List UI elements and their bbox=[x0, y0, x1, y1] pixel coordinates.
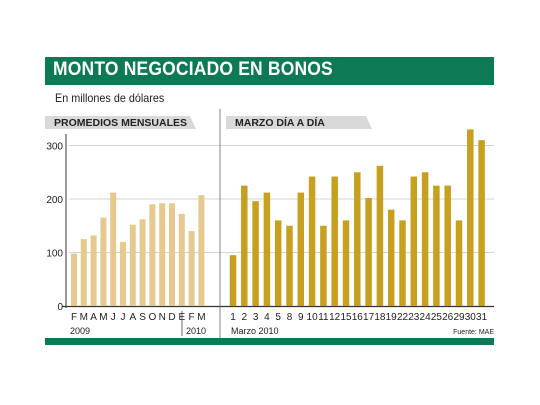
daily-x-axis-title: Marzo 2010 bbox=[231, 326, 279, 336]
monthly-x-label-12: F bbox=[189, 312, 195, 323]
daily-bar-15 bbox=[342, 220, 350, 306]
daily-x-label-2: 2 bbox=[242, 312, 248, 323]
daily-x-label-15: 15 bbox=[340, 312, 352, 323]
daily-bar-9 bbox=[297, 192, 305, 306]
daily-tab-label: MARZO DÍA A DÍA bbox=[235, 116, 325, 129]
daily-x-label-17: 17 bbox=[363, 312, 375, 323]
daily-x-label-16: 16 bbox=[352, 312, 364, 323]
daily-x-label-19: 19 bbox=[386, 312, 398, 323]
daily-x-label-4: 4 bbox=[264, 312, 270, 323]
monthly-x-label-4: J bbox=[111, 312, 116, 323]
monthly-bar-9 bbox=[159, 203, 166, 306]
daily-bars bbox=[229, 129, 485, 306]
year-label-2010: 2010 bbox=[186, 326, 206, 336]
daily-x-label-31: 31 bbox=[476, 312, 488, 323]
bottom-bar bbox=[45, 338, 494, 345]
daily-bar-23 bbox=[410, 176, 418, 306]
daily-bar-30 bbox=[467, 129, 474, 306]
daily-bar-1 bbox=[229, 255, 237, 306]
daily-bar-26 bbox=[444, 185, 451, 306]
daily-x-label-29: 29 bbox=[453, 312, 465, 323]
daily-bar-5 bbox=[274, 220, 282, 306]
y-tick-label-0: 0 bbox=[57, 302, 63, 313]
y-tick-label-100: 100 bbox=[46, 249, 63, 260]
daily-bar-24 bbox=[421, 172, 429, 306]
daily-bar-25 bbox=[433, 185, 440, 306]
daily-x-label-12: 12 bbox=[329, 312, 341, 323]
daily-x-label-26: 26 bbox=[442, 312, 454, 323]
daily-tab bbox=[226, 116, 372, 129]
monthly-x-label-0: F bbox=[71, 312, 77, 323]
monthly-x-label-10: D bbox=[168, 312, 175, 323]
monthly-x-label-11: E bbox=[178, 312, 185, 323]
daily-bar-19 bbox=[387, 209, 395, 306]
monthly-x-label-5: J bbox=[121, 312, 126, 323]
daily-x-label-5: 5 bbox=[275, 312, 281, 323]
monthly-bar-10 bbox=[169, 203, 175, 306]
daily-bar-12 bbox=[331, 176, 338, 306]
source-note: Fuente: MAE bbox=[453, 329, 494, 336]
daily-x-label-1: 1 bbox=[230, 312, 236, 323]
daily-x-label-23: 23 bbox=[408, 312, 420, 323]
monthly-tab bbox=[45, 116, 196, 129]
daily-x-label-8: 8 bbox=[287, 312, 293, 323]
daily-bar-17 bbox=[365, 197, 372, 306]
year-label-2009: 2009 bbox=[70, 326, 90, 336]
chart-title: MONTO NEGOCIADO EN BONOS bbox=[53, 59, 333, 80]
monthly-x-label-6: A bbox=[129, 312, 136, 323]
daily-x-label-10: 10 bbox=[307, 312, 319, 323]
monthly-x-label-13: M bbox=[197, 312, 205, 323]
daily-x-label-3: 3 bbox=[253, 312, 259, 323]
y-tick-label-300: 300 bbox=[46, 142, 63, 153]
daily-x-label-18: 18 bbox=[374, 312, 386, 323]
monthly-bar-12 bbox=[188, 231, 195, 306]
daily-bar-29 bbox=[455, 220, 463, 306]
monthly-x-label-2: A bbox=[90, 312, 97, 323]
daily-x-label-25: 25 bbox=[431, 312, 443, 323]
monthly-x-label-8: O bbox=[149, 312, 157, 323]
y-tick-label-200: 200 bbox=[46, 195, 63, 206]
monthly-bar-7 bbox=[139, 219, 146, 306]
daily-bar-10 bbox=[308, 176, 316, 306]
daily-x-label-9: 9 bbox=[298, 312, 304, 323]
monthly-bar-8 bbox=[149, 204, 156, 306]
daily-bar-31 bbox=[478, 140, 485, 306]
monthly-tab-label: PROMEDIOS MENSUALES bbox=[54, 117, 187, 129]
daily-bar-2 bbox=[241, 185, 248, 306]
monthly-x-label-1: M bbox=[80, 312, 88, 323]
monthly-x-label-9: N bbox=[159, 312, 166, 323]
daily-bar-18 bbox=[376, 165, 384, 306]
monthly-bar-5 bbox=[120, 241, 126, 306]
monthly-x-label-3: M bbox=[99, 312, 107, 323]
daily-x-label-24: 24 bbox=[420, 312, 432, 323]
daily-x-label-30: 30 bbox=[465, 312, 477, 323]
monthly-bars bbox=[71, 192, 205, 306]
monthly-x-label-7: S bbox=[139, 312, 146, 323]
monthly-bar-4 bbox=[110, 192, 117, 306]
daily-bar-3 bbox=[252, 201, 259, 306]
daily-bar-11 bbox=[320, 225, 327, 306]
daily-bar-4 bbox=[263, 192, 271, 306]
axes bbox=[62, 109, 494, 338]
title-bar: MONTO NEGOCIADO EN BONOS bbox=[45, 57, 494, 85]
daily-bar-22 bbox=[399, 220, 406, 306]
monthly-bar-0 bbox=[71, 253, 77, 306]
monthly-bar-6 bbox=[129, 224, 136, 306]
monthly-bar-2 bbox=[90, 235, 97, 306]
daily-x-label-22: 22 bbox=[397, 312, 409, 323]
monthly-bar-3 bbox=[100, 217, 107, 306]
daily-x-label-11: 11 bbox=[318, 312, 329, 323]
panel-tabs: PROMEDIOS MENSUALES MARZO DÍA A DÍA bbox=[45, 116, 372, 129]
monthly-bar-11 bbox=[178, 213, 185, 306]
daily-bar-16 bbox=[354, 172, 361, 306]
chart-subtitle: En millones de dólares bbox=[55, 91, 165, 105]
daily-bar-8 bbox=[286, 225, 293, 306]
monthly-bar-13 bbox=[198, 195, 205, 306]
monthly-bar-1 bbox=[80, 239, 87, 306]
